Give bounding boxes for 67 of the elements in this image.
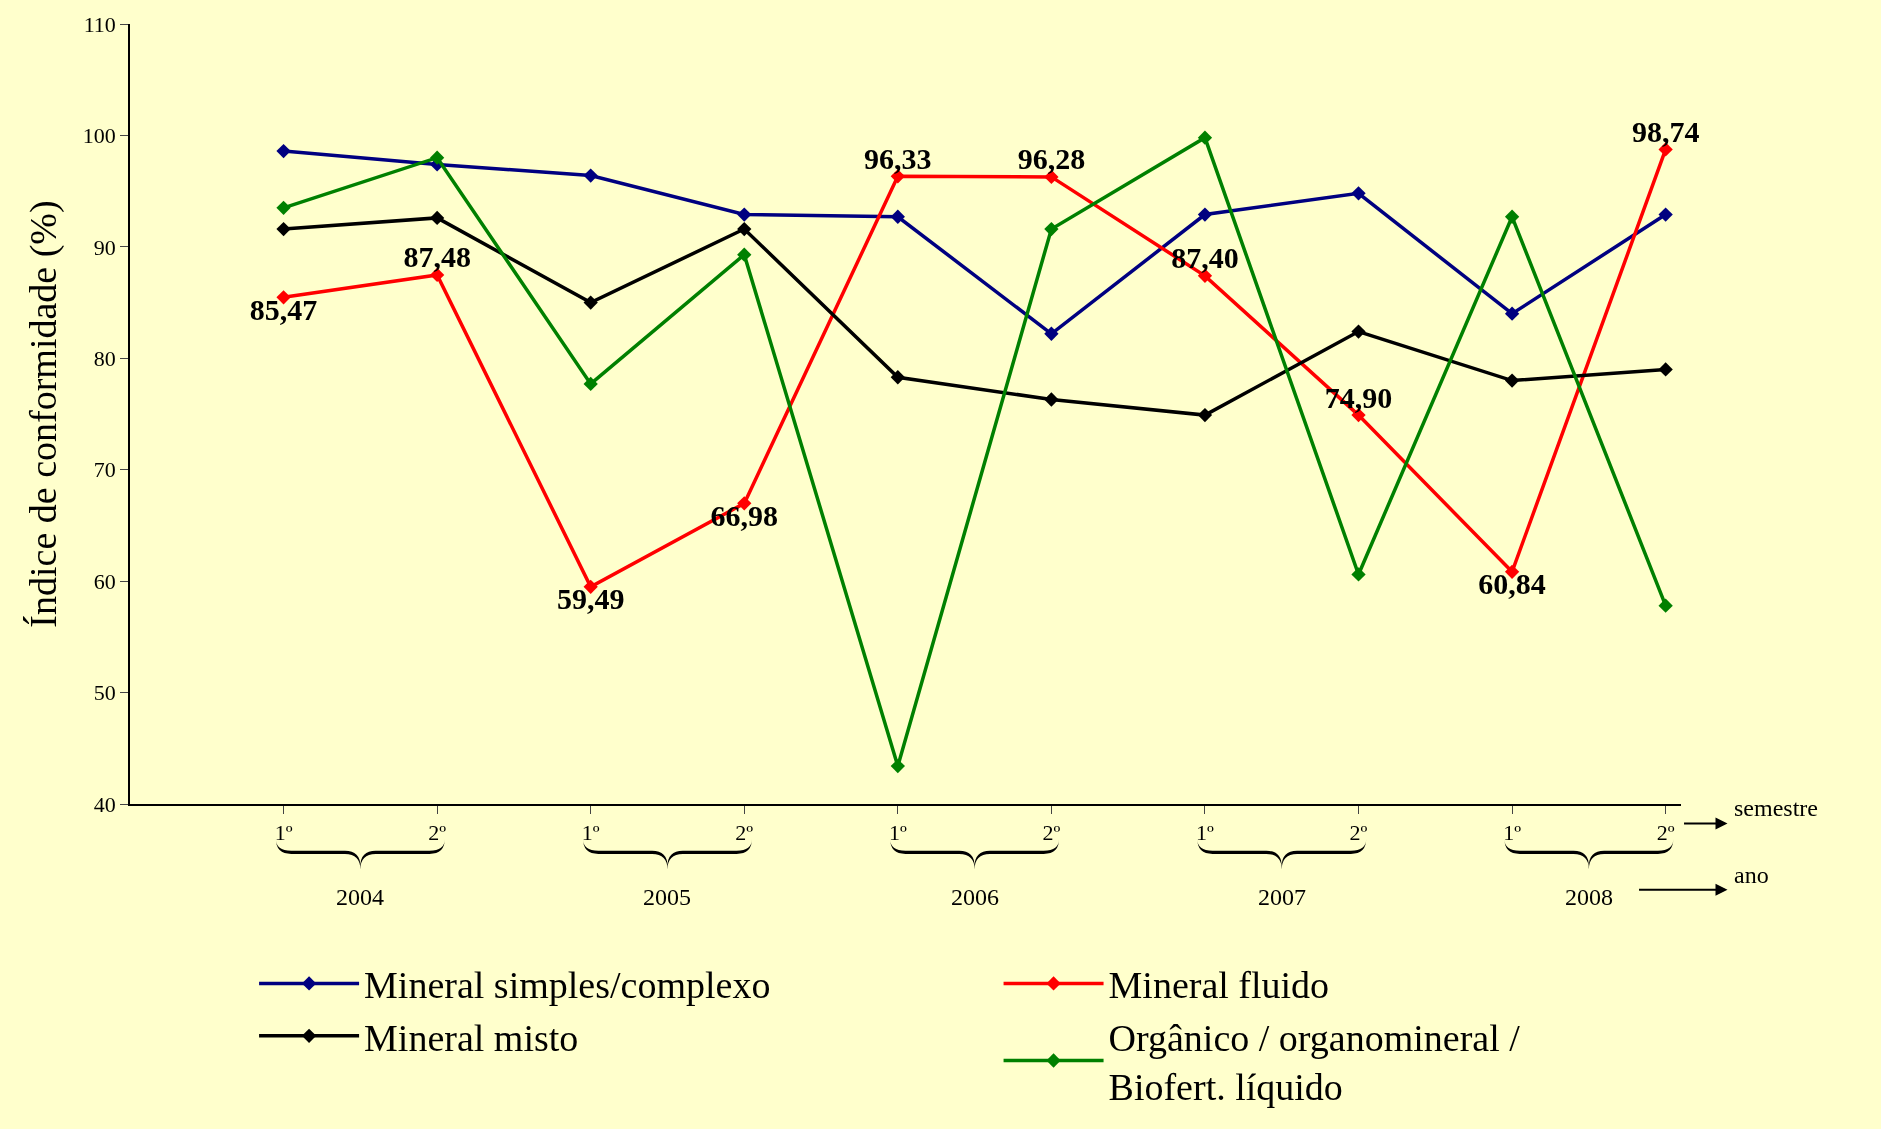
y-tick-label: 70 bbox=[93, 457, 116, 483]
text: semestre bbox=[1734, 795, 1818, 821]
point bbox=[1044, 326, 1059, 341]
point bbox=[1504, 209, 1520, 224]
point bbox=[583, 376, 598, 392]
y-tick-label: 80 bbox=[93, 345, 116, 371]
data-label: 87,48 bbox=[403, 240, 471, 274]
point bbox=[583, 168, 598, 183]
point bbox=[1658, 207, 1673, 222]
x-tick-label: 2º bbox=[1656, 820, 1675, 846]
x-tick-label: 2º bbox=[735, 820, 754, 846]
y-tick-label: 40 bbox=[93, 791, 116, 817]
x-tick-label: 2º bbox=[1042, 820, 1061, 846]
point bbox=[1197, 207, 1213, 222]
x-tick-label: 2º bbox=[1349, 820, 1368, 846]
legend-label: Orgânico / organomineral / Biofert. líquido bbox=[1108, 1016, 1521, 1109]
data-label: 87,40 bbox=[1171, 241, 1239, 275]
point bbox=[737, 207, 752, 222]
point bbox=[1351, 186, 1366, 201]
text: ano bbox=[1734, 862, 1769, 888]
point bbox=[890, 758, 905, 774]
x-tick-label: 1º bbox=[888, 820, 907, 846]
text: 2007 bbox=[1258, 884, 1306, 910]
text: 2008 bbox=[1565, 884, 1613, 910]
data-label: 60,84 bbox=[1478, 567, 1546, 601]
y-tick-label: 100 bbox=[82, 123, 116, 149]
point bbox=[276, 143, 291, 159]
y-tick-label: 90 bbox=[93, 234, 116, 260]
point bbox=[890, 370, 905, 385]
point bbox=[583, 295, 598, 310]
point bbox=[429, 210, 445, 226]
y-tick-label: 60 bbox=[93, 568, 116, 594]
text: 2004 bbox=[336, 884, 384, 910]
legend-label: Mineral fluido bbox=[1108, 964, 1330, 1007]
data-label: 98,74 bbox=[1631, 114, 1700, 148]
data-label: 59,49 bbox=[556, 582, 625, 616]
data-label: 96,28 bbox=[1017, 142, 1086, 176]
data-label: 96,33 bbox=[864, 141, 932, 175]
legend-label: Mineral misto bbox=[364, 1016, 579, 1059]
data-label: 85,47 bbox=[249, 292, 318, 326]
point bbox=[276, 221, 291, 237]
x-tick-label: 1º bbox=[581, 820, 600, 846]
point bbox=[429, 150, 445, 165]
point bbox=[1504, 306, 1520, 321]
x-tick-label: 1º bbox=[274, 820, 293, 846]
point bbox=[1504, 373, 1520, 388]
point bbox=[276, 200, 291, 216]
point bbox=[737, 247, 752, 262]
point bbox=[1197, 407, 1213, 423]
text: 2005 bbox=[643, 884, 691, 910]
x-tick-label: 1º bbox=[1196, 820, 1215, 846]
point bbox=[1044, 221, 1059, 237]
point bbox=[1658, 362, 1673, 377]
point bbox=[1044, 392, 1059, 407]
y-tick-label: 50 bbox=[93, 680, 116, 706]
point bbox=[890, 209, 905, 224]
y-tick-label: 110 bbox=[83, 11, 116, 37]
point bbox=[737, 221, 752, 237]
point bbox=[1351, 324, 1366, 339]
legend-label: Mineral simples/complexo bbox=[364, 964, 771, 1007]
point bbox=[1351, 567, 1366, 582]
text: 2006 bbox=[951, 884, 999, 910]
y-axis-title: Índice de conformidade (%) bbox=[21, 200, 65, 628]
x-tick-label: 2º bbox=[428, 820, 447, 846]
point bbox=[1658, 598, 1673, 613]
point bbox=[1197, 130, 1213, 145]
x-tick-label: 1º bbox=[1503, 820, 1522, 846]
